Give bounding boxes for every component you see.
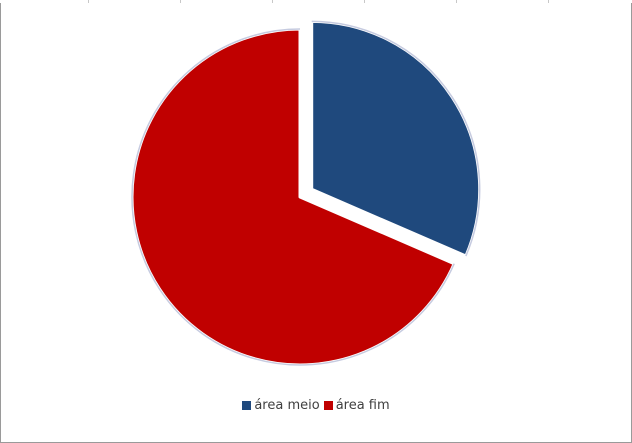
legend: área meio área fim [0,395,632,415]
legend-item-area-meio: área meio [242,397,320,413]
pie-slice-edge-area-fim [131,28,455,366]
legend-label-area-meio: área meio [254,397,320,413]
legend-swatch-area-meio [242,400,252,410]
legend-item-area-fim: área fim [323,397,390,413]
pie-slice-edge-area-meio [311,20,481,257]
column-header-strip [0,0,632,3]
legend-label-area-fim: área fim [335,397,390,413]
legend-swatch-area-fim [323,400,333,410]
